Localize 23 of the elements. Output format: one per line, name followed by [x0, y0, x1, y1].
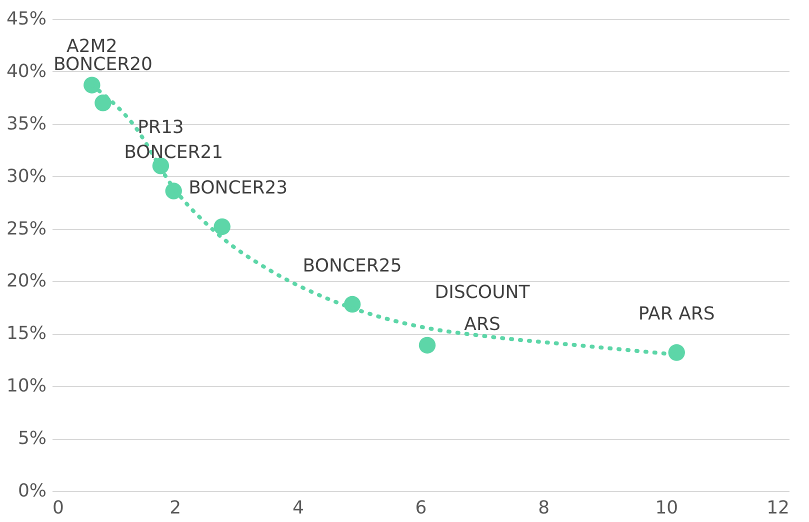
- annotation: PAR ARS: [638, 304, 715, 325]
- y-tick-label: 5%: [18, 428, 46, 450]
- y-tick-label: 35%: [6, 113, 46, 134]
- x-tick-label: 8: [538, 498, 550, 518]
- annotation: BONCER23: [188, 178, 288, 199]
- x-tick-label: 0: [52, 498, 64, 518]
- y-tick-label: 0%: [18, 480, 46, 502]
- annotation: BONCER25: [302, 255, 402, 276]
- x-tick-label: 10: [655, 498, 678, 518]
- x-tick-label: 4: [292, 498, 304, 518]
- y-tick-label: 25%: [6, 218, 46, 240]
- x-tick-label: 2: [170, 498, 182, 518]
- annotation: PR13: [138, 116, 184, 138]
- y-tick-label: 15%: [6, 323, 46, 344]
- x-tick-label: 12: [766, 498, 790, 518]
- annotation: DISCOUNT ARS: [434, 282, 531, 336]
- y-tick-label: 10%: [6, 376, 46, 397]
- x-tick-label: 6: [415, 498, 427, 518]
- y-tick-label: 40%: [6, 60, 46, 82]
- annotation: BONCER21: [124, 142, 224, 164]
- y-tick-label: 30%: [6, 166, 46, 187]
- y-tick-label: 20%: [6, 270, 46, 292]
- y-tick-label: 45%: [6, 8, 46, 30]
